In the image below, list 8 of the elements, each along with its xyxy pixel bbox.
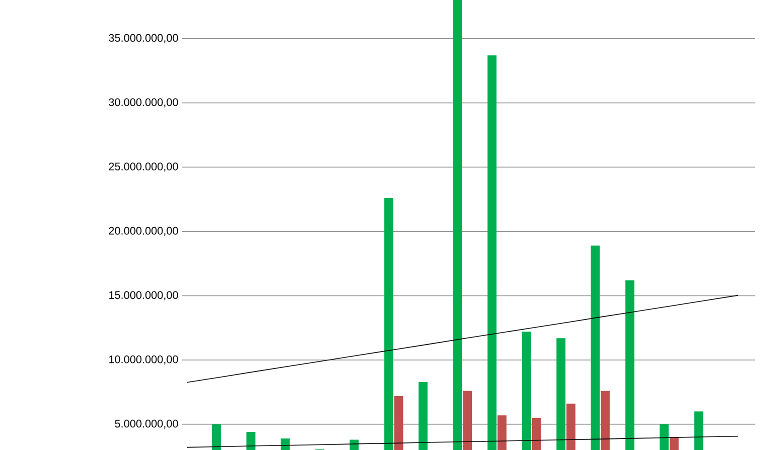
y-tick-label: 10.000.000,00: [109, 355, 178, 365]
y-tick-label: 5.000.000,00: [114, 420, 178, 429]
line-series: [186, 436, 739, 448]
y-tick-label: 30.000.000,00: [108, 98, 178, 108]
y-tick-label: 35.000.000,00: [108, 34, 178, 44]
y-tick-label: 20.000.000,00: [108, 226, 178, 236]
y-tick-label: 25.000.000,00: [108, 162, 178, 172]
y-tick-label: 15.000.000,00: [109, 291, 178, 300]
